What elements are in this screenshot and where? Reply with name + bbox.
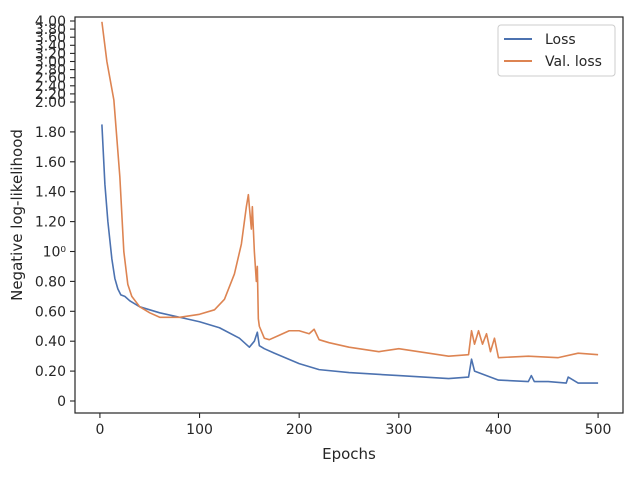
x-axis-label: Epochs — [322, 445, 376, 463]
y-tick-label: 0.20 — [35, 364, 66, 380]
y-tick-label: 2.20 — [35, 87, 66, 103]
y-tick-label: 1.60 — [35, 155, 66, 171]
y-tick-label: 2.40 — [35, 79, 66, 95]
series-line-loss — [101, 124, 599, 384]
y-tick-label: 0.40 — [35, 334, 66, 350]
x-tick-label: 100 — [186, 422, 213, 438]
y-tick-label: 0.60 — [35, 304, 66, 320]
legend-label: Loss — [545, 32, 576, 48]
y-tick-label: 2.00 — [35, 95, 66, 111]
y-tick-label: 2.80 — [35, 63, 66, 79]
y-tick-label: 1.40 — [35, 185, 66, 201]
y-tick-label: 1.80 — [35, 125, 66, 141]
x-tick-label: 200 — [286, 422, 313, 438]
y-tick-label: 3.60 — [35, 30, 66, 46]
legend-box — [497, 24, 616, 77]
y-axis-label: Negative log-likelihood — [8, 129, 26, 301]
y-tick-label: 3.40 — [35, 38, 66, 54]
legend-label: Val. loss — [545, 54, 602, 70]
x-tick-label: 500 — [585, 422, 612, 438]
y-tick-label: 1.20 — [35, 215, 66, 231]
y-tick-label: 2.60 — [35, 71, 66, 87]
series-line-val-loss — [101, 21, 599, 359]
y-tick-label: 0 — [57, 394, 66, 410]
y-tick-label: 4.00 — [35, 14, 66, 30]
y-tick-label: 3.80 — [35, 22, 66, 38]
x-tick-label: 300 — [385, 422, 412, 438]
y-tick-label: 3.20 — [35, 46, 66, 62]
axes-layer: 0 100 200 300 400 500 0 0.20 0.40 0.60 0.80 10⁰ 1.20… — [35, 14, 624, 438]
y-tick-label: 10⁰ — [43, 245, 67, 261]
x-tick-label: 0 — [95, 422, 104, 438]
y-tick-label: 3.00 — [35, 55, 66, 71]
y-tick-label: 0.80 — [35, 274, 66, 290]
legend: Loss Val. loss — [497, 24, 616, 77]
plot-frame — [74, 16, 624, 414]
x-tick-label: 400 — [485, 422, 512, 438]
series-layer — [101, 21, 599, 384]
